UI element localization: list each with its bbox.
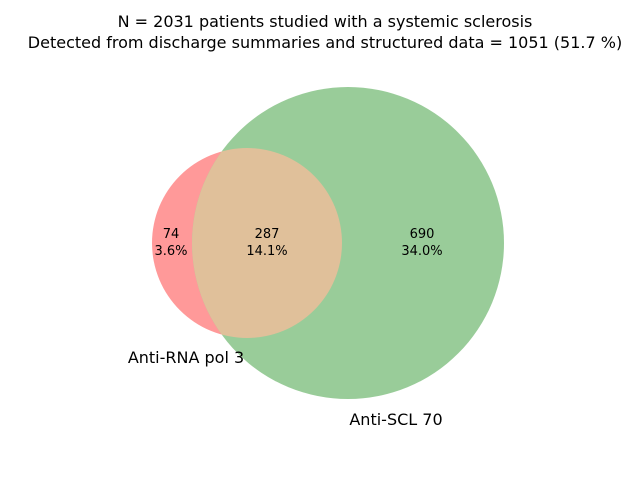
region-count-anti-rna-pol-3-only: 74 — [163, 227, 180, 242]
region-count-intersection: 287 — [255, 227, 280, 242]
chart-title-line-1: N = 2031 patients studied with a systemi… — [118, 12, 533, 31]
region-count-anti-scl-70-only: 690 — [410, 227, 435, 242]
region-percent-intersection: 14.1% — [246, 244, 287, 259]
region-percent-anti-scl-70-only: 34.0% — [401, 244, 442, 259]
intersection-region — [192, 148, 342, 338]
region-percent-anti-rna-pol-3-only: 3.6% — [154, 244, 187, 259]
set-label-anti-rna-pol-3: Anti-RNA pol 3 — [128, 348, 244, 367]
chart-title-line-2: Detected from discharge summaries and st… — [28, 33, 622, 52]
set-label-anti-scl-70: Anti-SCL 70 — [349, 410, 442, 429]
